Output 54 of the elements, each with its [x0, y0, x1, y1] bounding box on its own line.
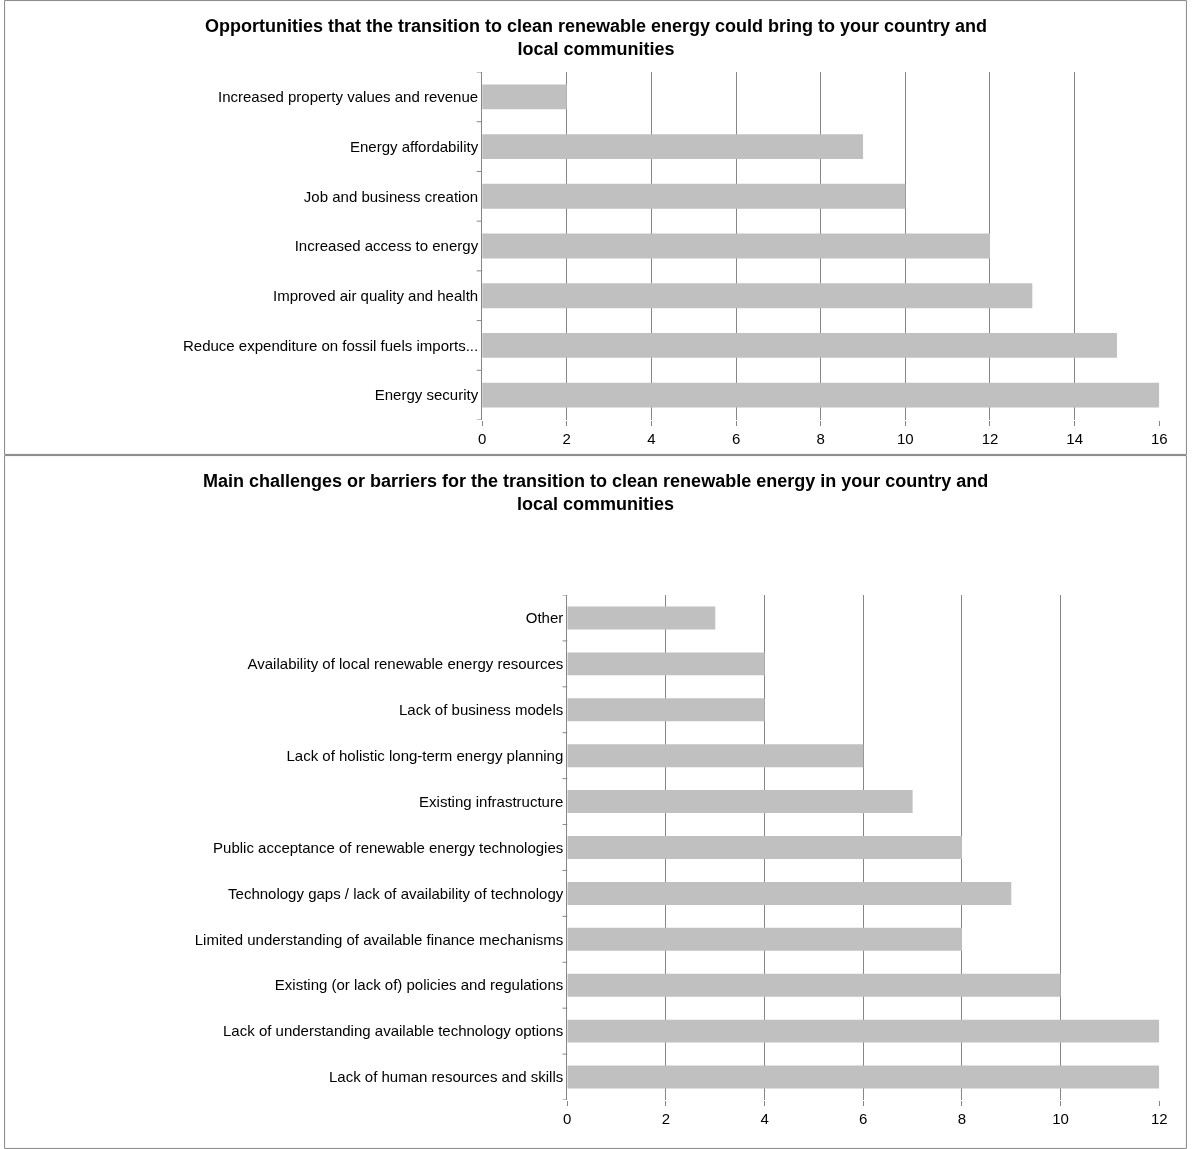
- x-tick-label: 12: [981, 430, 999, 447]
- bar: [567, 606, 716, 630]
- y-tick-label: Other: [525, 609, 564, 627]
- bar: [567, 836, 962, 859]
- y-tick-label: Increased property values and revenue: [217, 88, 479, 106]
- x-tick-label: 16: [1150, 430, 1168, 447]
- bar: [482, 183, 906, 209]
- x-tick-label: 0: [563, 1110, 572, 1127]
- y-tick-label: Lack of business models: [399, 701, 564, 719]
- bar: [567, 1019, 1160, 1043]
- bar: [567, 652, 765, 676]
- y-tick-label: Energy security: [374, 386, 479, 404]
- bar: [567, 881, 1012, 905]
- y-tick-label: Availability of local renewable energy resources: [247, 655, 564, 673]
- x-tick-label: 4: [647, 430, 656, 447]
- y-tick-label: Public acceptance of renewable energy technologies: [213, 838, 564, 856]
- x-tick-label: 8: [957, 1110, 967, 1127]
- y-tick-label: Technology gaps / lack of availability of technology: [228, 884, 564, 902]
- bar: [482, 134, 864, 159]
- y-tick-label: Energy affordability: [350, 137, 479, 155]
- bar: [482, 283, 1033, 309]
- x-tick-label: 8: [816, 430, 825, 447]
- bar: [567, 790, 913, 814]
- bar: [567, 744, 864, 768]
- x-tick-label: 10: [897, 430, 914, 447]
- y-tick-label: Reduce expenditure on fossil fuels imports...: [182, 336, 479, 354]
- x-tick-label: 4: [760, 1110, 769, 1127]
- bar: [567, 698, 765, 722]
- y-tick-label: Lack of human resources and skills: [329, 1068, 564, 1086]
- y-tick-label: Job and business creation: [303, 187, 479, 205]
- y-tick-label: Increased access to energy: [294, 237, 479, 255]
- x-tick-label: 14: [1066, 430, 1083, 447]
- x-tick-label: 0: [477, 430, 487, 447]
- bar: [567, 927, 962, 951]
- x-tick-label: 6: [731, 430, 741, 447]
- x-tick-label: 10: [1052, 1110, 1069, 1127]
- y-tick-label: Lack of holistic long-term energy planning: [286, 746, 564, 764]
- chart-title: Main challenges or barriers for the transition to clean renewable energy in your country and local communities: [203, 471, 989, 515]
- x-tick-label: 2: [562, 430, 571, 447]
- chart-title: Opportunities that the transition to clean renewable energy could bring to your country and local communities: [205, 16, 988, 60]
- y-tick-label: Existing (or lack of) policies and regulations: [274, 976, 564, 994]
- bar: [482, 382, 1160, 408]
- y-tick-label: Limited understanding of available finance mechanisms: [194, 930, 564, 948]
- y-tick-label: Lack of understanding available technology options: [223, 1022, 564, 1040]
- x-tick-label: 6: [859, 1110, 868, 1127]
- x-tick-label: 12: [1150, 1110, 1168, 1127]
- bar: [567, 973, 1061, 997]
- bar: [482, 233, 990, 259]
- y-tick-label: Improved air quality and health: [273, 286, 479, 304]
- y-tick-label: Existing infrastructure: [419, 792, 564, 810]
- x-tick-label: 2: [661, 1110, 671, 1127]
- bar: [482, 333, 1117, 358]
- bar: [482, 84, 567, 110]
- bar: [567, 1065, 1160, 1089]
